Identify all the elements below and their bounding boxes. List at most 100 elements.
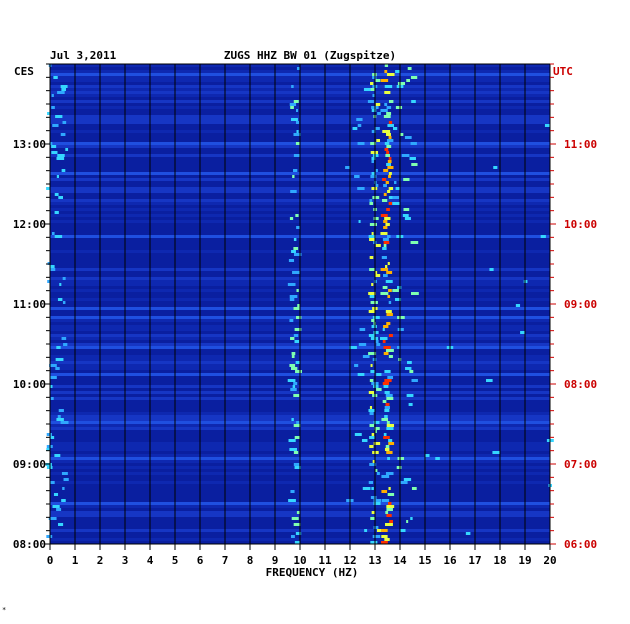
spectro-highlight (383, 169, 389, 172)
spectro-highlight (375, 103, 381, 106)
spectro-highlight (540, 235, 546, 238)
spectro-highlight (435, 457, 440, 460)
x-axis-label: FREQUENCY (HZ) (266, 566, 359, 579)
spectro-highlight (293, 523, 301, 526)
x-tick-label: 14 (393, 554, 407, 567)
left-tick-label: 08:00 (13, 538, 46, 551)
x-tick-label: 13 (368, 554, 381, 567)
spectro-highlight (383, 115, 391, 118)
spectro-highlight (371, 157, 376, 160)
spectro-highlight (354, 433, 362, 436)
spectro-highlight (50, 268, 56, 271)
spectro-highlight (46, 187, 50, 190)
spectro-highlight (293, 154, 301, 157)
spectro-highlight (387, 295, 391, 298)
footnote-mark: * (2, 606, 7, 614)
spectro-highlight (357, 124, 362, 127)
spectro-highlight (389, 520, 393, 523)
spectro-highlight (290, 190, 297, 193)
spectro-highlight (295, 532, 302, 535)
spectro-highlight (293, 247, 299, 250)
spectro-highlight (60, 421, 69, 424)
spectro-highlight (48, 517, 57, 520)
spectro-highlight (372, 535, 381, 538)
spectro-highlight (293, 451, 299, 454)
spectro-highlight (47, 280, 50, 283)
spectro-highlight (370, 541, 378, 544)
spectro-highlight (371, 130, 376, 133)
spectro-highlight (388, 157, 392, 160)
spectro-highlight (403, 208, 410, 211)
x-tick-label: 0 (47, 554, 54, 567)
spectro-highlight (295, 214, 299, 217)
spectro-highlight (385, 511, 389, 514)
spectro-highlight (368, 235, 376, 238)
spectro-highlight (290, 535, 295, 538)
spectro-highlight (294, 328, 302, 331)
spectro-highlight (290, 106, 294, 109)
spectro-highlight (388, 442, 395, 445)
spectro-highlight (373, 385, 379, 388)
spectro-highlight (376, 472, 380, 475)
spectro-highlight (383, 220, 388, 223)
spectro-highlight (369, 463, 377, 466)
spectro-highlight (60, 85, 68, 88)
spectro-highlight (289, 364, 296, 367)
left-tick-label: 10:00 (13, 378, 46, 391)
spectro-highlight (407, 67, 412, 70)
spectro-highlight (403, 478, 412, 481)
spectro-highlight (54, 193, 59, 196)
spectro-highlight (55, 367, 60, 370)
spectro-highlight (515, 304, 521, 307)
spectro-highlight (369, 445, 374, 448)
spectro-highlight (50, 376, 57, 379)
spectro-highlight (376, 139, 381, 142)
spectro-highlight (375, 169, 378, 172)
spectro-highlight (382, 274, 388, 277)
spectro-highlight (289, 448, 297, 451)
spectro-highlight (385, 223, 390, 226)
spectro-highlight (369, 202, 374, 205)
spectro-highlight (296, 109, 299, 112)
spectro-highlight (375, 244, 381, 247)
spectro-highlight (388, 502, 392, 505)
spectro-highlight (377, 112, 381, 115)
spectro-highlight (385, 394, 393, 397)
spectro-highlight (411, 487, 417, 490)
spectro-highlight (373, 331, 379, 334)
spectro-highlight (368, 334, 376, 337)
spectro-highlight (51, 232, 55, 235)
spectro-highlight (384, 370, 391, 373)
spectro-highlight (289, 103, 297, 106)
spectro-highlight (294, 541, 300, 544)
spectro-highlight (387, 376, 394, 379)
spectro-highlight (362, 355, 370, 358)
spectro-highlight (369, 223, 377, 226)
spectro-highlight (384, 148, 389, 151)
spectro-highlight (354, 364, 359, 367)
spectro-highlight (373, 499, 382, 502)
spectro-highlight (405, 367, 412, 370)
spectro-highlight (386, 163, 391, 166)
spectro-highlight (401, 154, 410, 157)
spectro-highlight (296, 289, 299, 292)
spectro-highlight (386, 424, 395, 427)
spectro-highlight (370, 175, 377, 178)
spectro-highlight (296, 316, 302, 319)
x-tick-label: 5 (172, 554, 179, 567)
spectro-highlight (386, 397, 394, 400)
spectro-highlight (410, 76, 418, 79)
right-tick-label: 06:00 (564, 538, 597, 551)
spectro-highlight (289, 319, 294, 322)
spectro-highlight (384, 379, 392, 382)
spectro-highlight (387, 457, 391, 460)
spectro-highlight (50, 265, 55, 268)
spectro-highlight (388, 196, 393, 199)
spectro-highlight (386, 322, 391, 325)
spectro-highlight (409, 370, 414, 373)
spectro-highlight (296, 226, 301, 229)
spectro-highlight (46, 448, 51, 451)
spectro-highlight (372, 94, 375, 97)
spectro-highlight (384, 448, 390, 451)
spectro-highlight (369, 295, 375, 298)
